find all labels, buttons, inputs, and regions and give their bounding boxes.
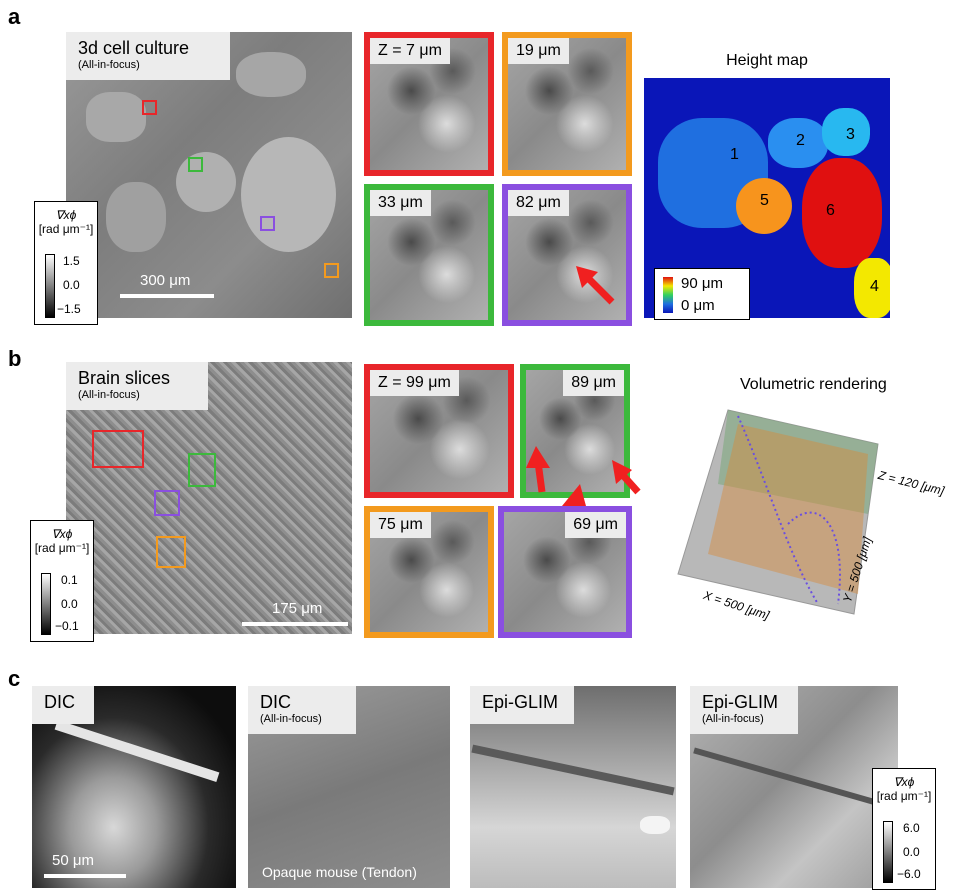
- brain-slice-title: Brain slices: [78, 368, 171, 388]
- colorbar-b-symbol: ∇xϕ: [51, 527, 73, 541]
- region-label-5: 5: [760, 192, 769, 209]
- colorbar-a: ∇xϕ [rad μm⁻¹] 1.5 0.0 −1.5: [34, 201, 98, 325]
- roi-b-red: [92, 430, 144, 468]
- panel-letter-a: a: [8, 4, 21, 29]
- dic-aif-title: DIC: [260, 692, 291, 712]
- roi-green: [188, 157, 203, 172]
- red-arrow-a: [576, 266, 615, 305]
- colorbar-a-unit: [rad μm⁻¹]: [38, 222, 94, 236]
- colorbar-a-symbol: ∇xϕ: [55, 208, 77, 222]
- crop-a-green: 33 μm: [364, 184, 494, 326]
- cell-culture-subtitle: (All-in-focus): [78, 59, 140, 71]
- brain-slice-label: Brain slices (All-in-focus): [66, 362, 208, 410]
- volume-z-label: Z = 120 [μm]: [876, 468, 946, 498]
- epi-glim-title: Epi-GLIM: [482, 692, 559, 712]
- crop-a-orange-label: 19 μm: [508, 38, 569, 64]
- colorbar-b-unit: [rad μm⁻¹]: [34, 541, 90, 555]
- volume-title: Volumetric rendering: [740, 376, 887, 393]
- opaque-mouse-caption: Opaque mouse (Tendon): [262, 864, 417, 880]
- crop-b-red: Z = 99 μm: [364, 364, 514, 498]
- region-label-3: 3: [846, 126, 855, 143]
- dic-aif-label: DIC (All-in-focus): [248, 686, 356, 734]
- crop-a-purple: 82 μm: [502, 184, 632, 326]
- colorbar-b: ∇xϕ [rad μm⁻¹] 0.1 0.0 −0.1: [30, 520, 94, 642]
- crop-b-orange-label: 75 μm: [370, 512, 431, 538]
- colorbar-a-tick-max: 1.5: [63, 254, 80, 268]
- scale-bar-a: [120, 294, 214, 298]
- region-label-1: 1: [730, 146, 739, 163]
- volume-render: [677, 409, 879, 615]
- crop-b-green-label: 89 μm: [563, 370, 624, 396]
- colorbar-c-gradient: [883, 821, 893, 883]
- colorbar-b-tick-max: 0.1: [61, 573, 78, 587]
- crop-a-orange: 19 μm: [502, 32, 632, 176]
- crop-b-purple-label: 69 μm: [565, 512, 626, 538]
- epi-glim-label: Epi-GLIM: [470, 686, 574, 724]
- crop-b-purple: 69 μm: [498, 506, 632, 638]
- roi-purple: [260, 216, 275, 231]
- roi-b-purple: [154, 490, 180, 516]
- panel-letter-b: b: [8, 346, 22, 371]
- epi-glim-aif-subtitle: (All-in-focus): [702, 713, 764, 725]
- height-map-legend: 90 μm 0 μm: [654, 268, 750, 320]
- colorbar-b-gradient: [41, 573, 51, 635]
- colorbar-a-gradient: [45, 254, 55, 318]
- colorbar-c-tick-mid: 0.0: [903, 845, 920, 859]
- dic-title: DIC: [44, 692, 75, 712]
- scale-bar-b: [242, 622, 348, 626]
- scale-bar-c: [44, 874, 126, 878]
- colorbar-c-tick-max: 6.0: [903, 821, 920, 835]
- roi-orange: [324, 263, 339, 278]
- roi-b-green: [188, 453, 216, 487]
- colorbar-a-tick-mid: 0.0: [63, 278, 80, 292]
- scale-label-b: 175 μm: [272, 600, 323, 617]
- cell-culture-title: 3d cell culture: [78, 38, 190, 58]
- colorbar-c-tick-min: −6.0: [897, 867, 921, 881]
- crop-a-green-label: 33 μm: [370, 190, 431, 216]
- colorbar-c-symbol: ∇xϕ: [893, 775, 915, 789]
- height-map-legend-max: 90 μm: [681, 275, 723, 292]
- height-map-legend-min: 0 μm: [681, 297, 715, 314]
- crop-a-purple-label: 82 μm: [508, 190, 569, 216]
- crop-a-red-label: Z = 7 μm: [370, 38, 450, 64]
- height-map-legend-gradient: [663, 277, 673, 313]
- region-label-4: 4: [870, 278, 879, 295]
- crop-a-red: Z = 7 μm: [364, 32, 494, 176]
- region-label-2: 2: [796, 132, 805, 149]
- panel-letter-c: c: [8, 666, 21, 691]
- height-map-title: Height map: [726, 52, 808, 69]
- colorbar-a-tick-min: −1.5: [57, 302, 81, 316]
- red-arrows-b: [526, 446, 641, 506]
- colorbar-b-tick-min: −0.1: [55, 619, 79, 633]
- roi-b-orange: [156, 536, 186, 568]
- colorbar-c-unit: [rad μm⁻¹]: [876, 789, 932, 803]
- roi-red: [142, 100, 157, 115]
- brain-slice-subtitle: (All-in-focus): [78, 389, 140, 401]
- colorbar-b-tick-mid: 0.0: [61, 597, 78, 611]
- dic-aif-subtitle: (All-in-focus): [260, 713, 322, 725]
- crop-b-red-label: Z = 99 μm: [370, 370, 459, 396]
- region-label-6: 6: [826, 202, 835, 219]
- epi-glim-aif-label: Epi-GLIM (All-in-focus): [690, 686, 798, 734]
- cell-culture-label: 3d cell culture (All-in-focus): [66, 32, 230, 80]
- colorbar-c: ∇xϕ [rad μm⁻¹] 6.0 0.0 −6.0: [872, 768, 936, 890]
- epi-glim-aif-title: Epi-GLIM: [702, 692, 779, 712]
- dic-label: DIC: [32, 686, 94, 724]
- crop-b-orange: 75 μm: [364, 506, 494, 638]
- scale-label-a: 300 μm: [140, 272, 191, 289]
- scale-label-c: 50 μm: [52, 852, 94, 869]
